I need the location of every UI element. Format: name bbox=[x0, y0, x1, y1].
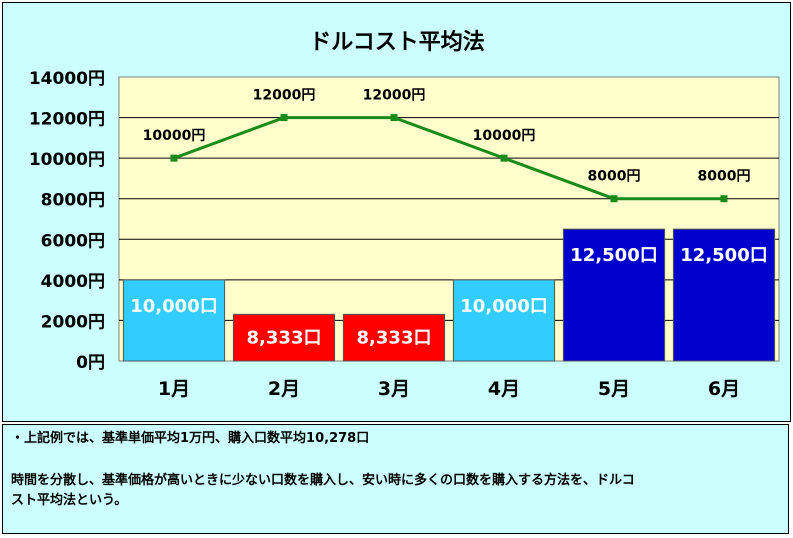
price-label: 8000円 bbox=[698, 169, 751, 185]
y-tick-label: 14000円 bbox=[29, 69, 105, 89]
bar-label: 10,000口 bbox=[460, 296, 547, 317]
price-label: 10000円 bbox=[143, 128, 206, 144]
y-tick-label: 4000円 bbox=[41, 272, 105, 292]
bar-label: 12,500口 bbox=[570, 245, 657, 266]
y-tick-label: 6000円 bbox=[41, 231, 105, 251]
bars: 10,000口 8,333口 8,333口 10,000口 12,500口 12,500口 bbox=[122, 228, 776, 362]
x-tick-label: 3月 bbox=[378, 378, 410, 400]
note-description-line1: 時間を分散し、基準価格が高いときに少ない口数を購入し、安い時に多くの口数を購入す… bbox=[11, 473, 635, 488]
y-tick-label: 8000円 bbox=[41, 191, 105, 211]
x-tick-label: 6月 bbox=[708, 378, 740, 400]
note-description: 時間を分散し、基準価格が高いときに少ない口数を購入し、安い時に多くの口数を購入す… bbox=[11, 471, 780, 511]
price-point bbox=[280, 114, 288, 122]
price-point bbox=[500, 154, 508, 162]
x-axis-ticks: 1月 2月 3月 4月 5月 6月 bbox=[158, 378, 740, 400]
price-point bbox=[720, 195, 728, 203]
x-tick-label: 5月 bbox=[598, 378, 630, 400]
x-tick-label: 2月 bbox=[268, 378, 300, 400]
bar-label: 8,333口 bbox=[247, 328, 322, 349]
price-line-series bbox=[173, 116, 724, 201]
x-tick-label: 1月 bbox=[158, 378, 190, 400]
price-line: 10000円 12000円 12000円 10000円 8000円 8000円 bbox=[143, 88, 751, 203]
dollar-cost-chart: ドルコスト平均法 0円 2000円 4000円 6000円 8000円 10000円 120… bbox=[29, 29, 780, 400]
bar-label: 10,000口 bbox=[130, 296, 217, 317]
bar bbox=[452, 279, 556, 362]
bar bbox=[562, 228, 666, 362]
y-tick-label: 0円 bbox=[76, 353, 105, 373]
price-label: 10000円 bbox=[473, 128, 536, 144]
note-description-line2: スト平均法という。 bbox=[11, 493, 128, 508]
bar bbox=[342, 313, 446, 362]
price-point bbox=[610, 195, 618, 203]
bar-label: 8,333口 bbox=[357, 328, 432, 349]
chart-panel: ドルコスト平均法 0円 2000円 4000円 6000円 8000円 10000円 120… bbox=[2, 2, 791, 422]
bar bbox=[232, 313, 336, 362]
chart-title: ドルコスト平均法 bbox=[309, 29, 485, 55]
bar bbox=[122, 279, 226, 362]
price-label: 12000円 bbox=[363, 88, 426, 104]
y-tick-label: 2000円 bbox=[41, 312, 105, 332]
note-panel: ・上記例では、基準単価平均1万円、購入口数平均10,278口 時間を分散し、基準… bbox=[2, 424, 789, 534]
price-point bbox=[390, 114, 398, 122]
y-tick-label: 10000円 bbox=[29, 150, 105, 170]
plot-area bbox=[118, 76, 780, 362]
gridlines bbox=[119, 117, 779, 321]
y-tick-label: 12000円 bbox=[29, 110, 105, 130]
price-label: 12000円 bbox=[253, 88, 316, 104]
price-point bbox=[170, 154, 178, 162]
x-tick-label: 4月 bbox=[488, 378, 520, 400]
bar-label: 12,500口 bbox=[680, 245, 767, 266]
price-label: 8000円 bbox=[588, 169, 641, 185]
y-axis-ticks: 0円 2000円 4000円 6000円 8000円 10000円 12000円 14000円 bbox=[29, 69, 105, 373]
bar bbox=[672, 228, 776, 362]
note-summary: ・上記例では、基準単価平均1万円、購入口数平均10,278口 bbox=[11, 431, 370, 446]
